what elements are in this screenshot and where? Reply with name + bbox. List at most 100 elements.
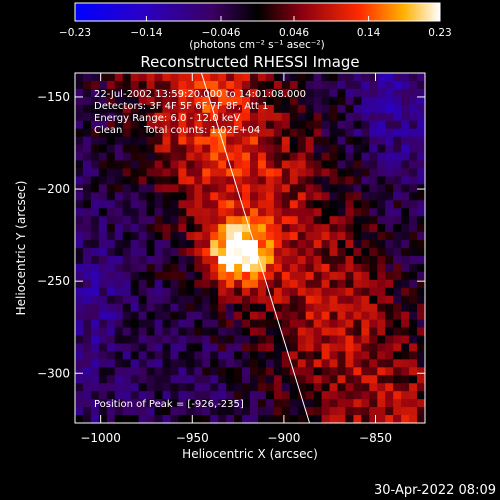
heatmap-cell [361, 136, 370, 146]
heatmap-cell [218, 240, 227, 249]
heatmap-cell [385, 255, 394, 265]
heatmap-cell [210, 80, 219, 90]
heatmap-cell [385, 263, 394, 273]
heatmap-cell [242, 367, 251, 376]
heatmap-cell [122, 399, 132, 408]
heatmap-cell [90, 407, 100, 416]
heatmap-cell [250, 383, 259, 392]
heatmap-cell [417, 73, 425, 82]
heatmap-cell [297, 343, 307, 352]
heatmap-cell [162, 295, 172, 305]
heatmap-cell [250, 88, 259, 98]
heatmap-cell [297, 263, 307, 273]
heatmap-cell [114, 311, 124, 321]
heatmap-cell [321, 192, 331, 201]
heatmap-cell [305, 216, 315, 225]
heatmap-cell [194, 216, 203, 225]
heatmap-cell [210, 335, 219, 345]
heatmap-cell [250, 255, 259, 265]
heatmap-cell [242, 128, 251, 138]
heatmap-cell [297, 104, 307, 114]
heatmap-cell [75, 391, 84, 400]
heatmap-cell [178, 359, 187, 368]
heatmap-cell [138, 399, 148, 408]
heatmap-cell [345, 263, 354, 273]
y-axis-label: Heliocentric Y (arcsec) [14, 181, 28, 316]
heatmap-cell [170, 255, 179, 265]
heatmap-cell [401, 375, 410, 384]
heatmap-cell [377, 311, 386, 321]
heatmap-cell [281, 200, 291, 209]
heatmap-cell [393, 367, 402, 376]
heatmap-cell [409, 216, 418, 225]
heatmap-cell [186, 176, 195, 185]
colorbar-ticks: −0.23 −0.14 −0.046 0.046 0.14 0.23 [59, 16, 452, 39]
heatmap-cell [321, 176, 331, 185]
heatmap-cell [313, 120, 323, 130]
heatmap-cell [345, 128, 354, 138]
heatmap-cell [409, 351, 418, 360]
heatmap-cell [234, 287, 243, 297]
heatmap-cell [345, 303, 354, 313]
heatmap-cell [321, 295, 331, 305]
heatmap-cell [345, 192, 354, 201]
heatmap-cell [186, 319, 195, 329]
heatmap-cell [202, 120, 211, 130]
heatmap-cell [385, 192, 394, 201]
heatmap-cell [273, 192, 283, 201]
heatmap-cell [250, 335, 259, 345]
heatmap-cell [337, 152, 347, 162]
heatmap-cell [146, 240, 156, 249]
heatmap-cell [377, 88, 386, 98]
heatmap-cell [242, 240, 251, 249]
heatmap-cell [170, 391, 179, 400]
heatmap-cell [377, 200, 386, 209]
heatmap-cell [417, 351, 425, 360]
heatmap-cell [265, 351, 275, 360]
heatmap-cell [210, 192, 219, 201]
heatmap-cell [401, 367, 410, 376]
heatmap-cell [337, 112, 347, 122]
heatmap-cell [345, 295, 354, 305]
heatmap-cell [98, 367, 108, 376]
heatmap-cell [82, 200, 92, 209]
heatmap-cell [281, 279, 291, 289]
heatmap-cell [345, 104, 354, 114]
heatmap-cell [226, 120, 235, 130]
heatmap-cell [146, 407, 156, 416]
heatmap-cell [226, 391, 235, 400]
heatmap-cell [257, 343, 267, 352]
heatmap-cell [417, 200, 425, 209]
heatmap-cell [75, 271, 84, 281]
heatmap-cell [90, 208, 100, 217]
heatmap-cell [345, 120, 354, 130]
heatmap-cell [234, 128, 243, 138]
colorbar-tick-label: 0.23 [428, 27, 451, 39]
heatmap-cell [289, 136, 299, 146]
heatmap-cell [273, 136, 283, 146]
heatmap-cell [75, 144, 84, 154]
heatmap-cell [369, 136, 378, 146]
heatmap-cell [194, 112, 203, 122]
heatmap-cell [138, 176, 148, 185]
heatmap-cell [385, 96, 394, 106]
heatmap-cell [385, 168, 394, 177]
heatmap-cell [82, 144, 92, 154]
heatmap-cell [250, 128, 259, 138]
heatmap-cell [369, 335, 378, 345]
heatmap-cell [329, 104, 339, 114]
heatmap-cell [337, 136, 347, 146]
heatmap-cell [305, 104, 315, 114]
heatmap-cell [194, 255, 203, 265]
heatmap-cell [393, 407, 402, 416]
heatmap-cell [369, 192, 378, 201]
y-tick-label: −250 [37, 274, 70, 288]
heatmap-cell [250, 112, 259, 122]
heatmap-cell [257, 279, 267, 289]
heatmap-cell [305, 311, 315, 321]
heatmap-cell [329, 88, 339, 98]
heatmap-cell [106, 216, 116, 225]
heatmap-cell [250, 311, 259, 321]
heatmap-cell [122, 224, 132, 233]
heatmap-cell [257, 96, 267, 106]
